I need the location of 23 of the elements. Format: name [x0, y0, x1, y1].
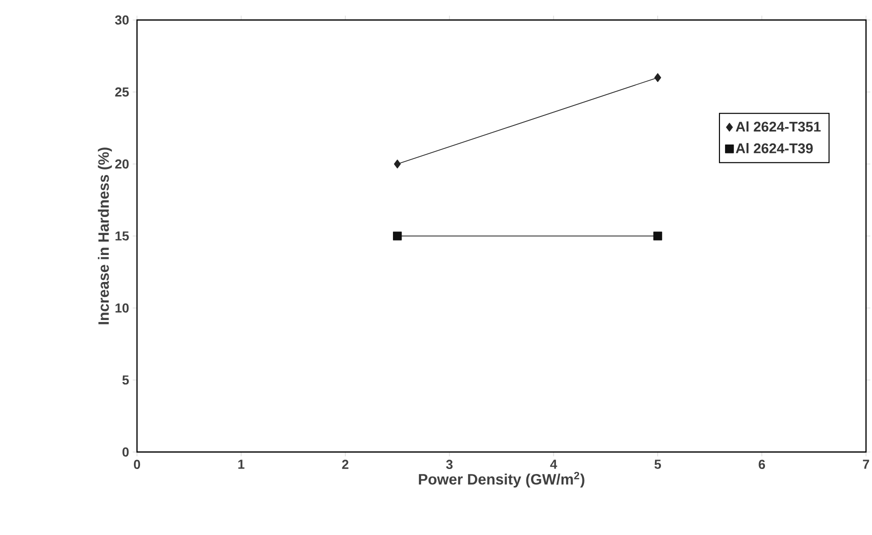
- x-tick-label: 4: [550, 460, 558, 469]
- x-axis-title: Power Density (GW/m$^{2}$): [418, 472, 584, 488]
- x-tick-label: 6: [758, 460, 766, 470]
- legend-label: Al 2624-T351: [736, 121, 821, 132]
- point: [653, 232, 662, 240]
- x-tick-label: 3: [446, 460, 453, 470]
- y-tick-label: 20: [115, 159, 129, 169]
- y-tick-label: 5: [122, 375, 129, 385]
- point: [394, 160, 401, 168]
- y-axis-title: Increase in Hardness (%): [98, 148, 112, 324]
- x-tick-label: 5: [654, 460, 661, 469]
- x-tick-label: 7: [862, 460, 870, 469]
- y-tick-label: 25: [115, 87, 129, 97]
- point: [654, 73, 662, 82]
- x-tick-label: 2: [342, 460, 348, 469]
- x-tick-label: 0: [134, 460, 140, 470]
- y-tick-label: 10: [116, 303, 129, 313]
- point: [392, 232, 402, 240]
- x-tick-label: 1: [238, 460, 244, 469]
- y-tick-label: 0: [122, 447, 129, 457]
- y-tick-label: 30: [115, 15, 129, 25]
- legend-label: Al 2624-T39: [736, 143, 813, 154]
- y-tick-label: 15: [116, 231, 129, 241]
